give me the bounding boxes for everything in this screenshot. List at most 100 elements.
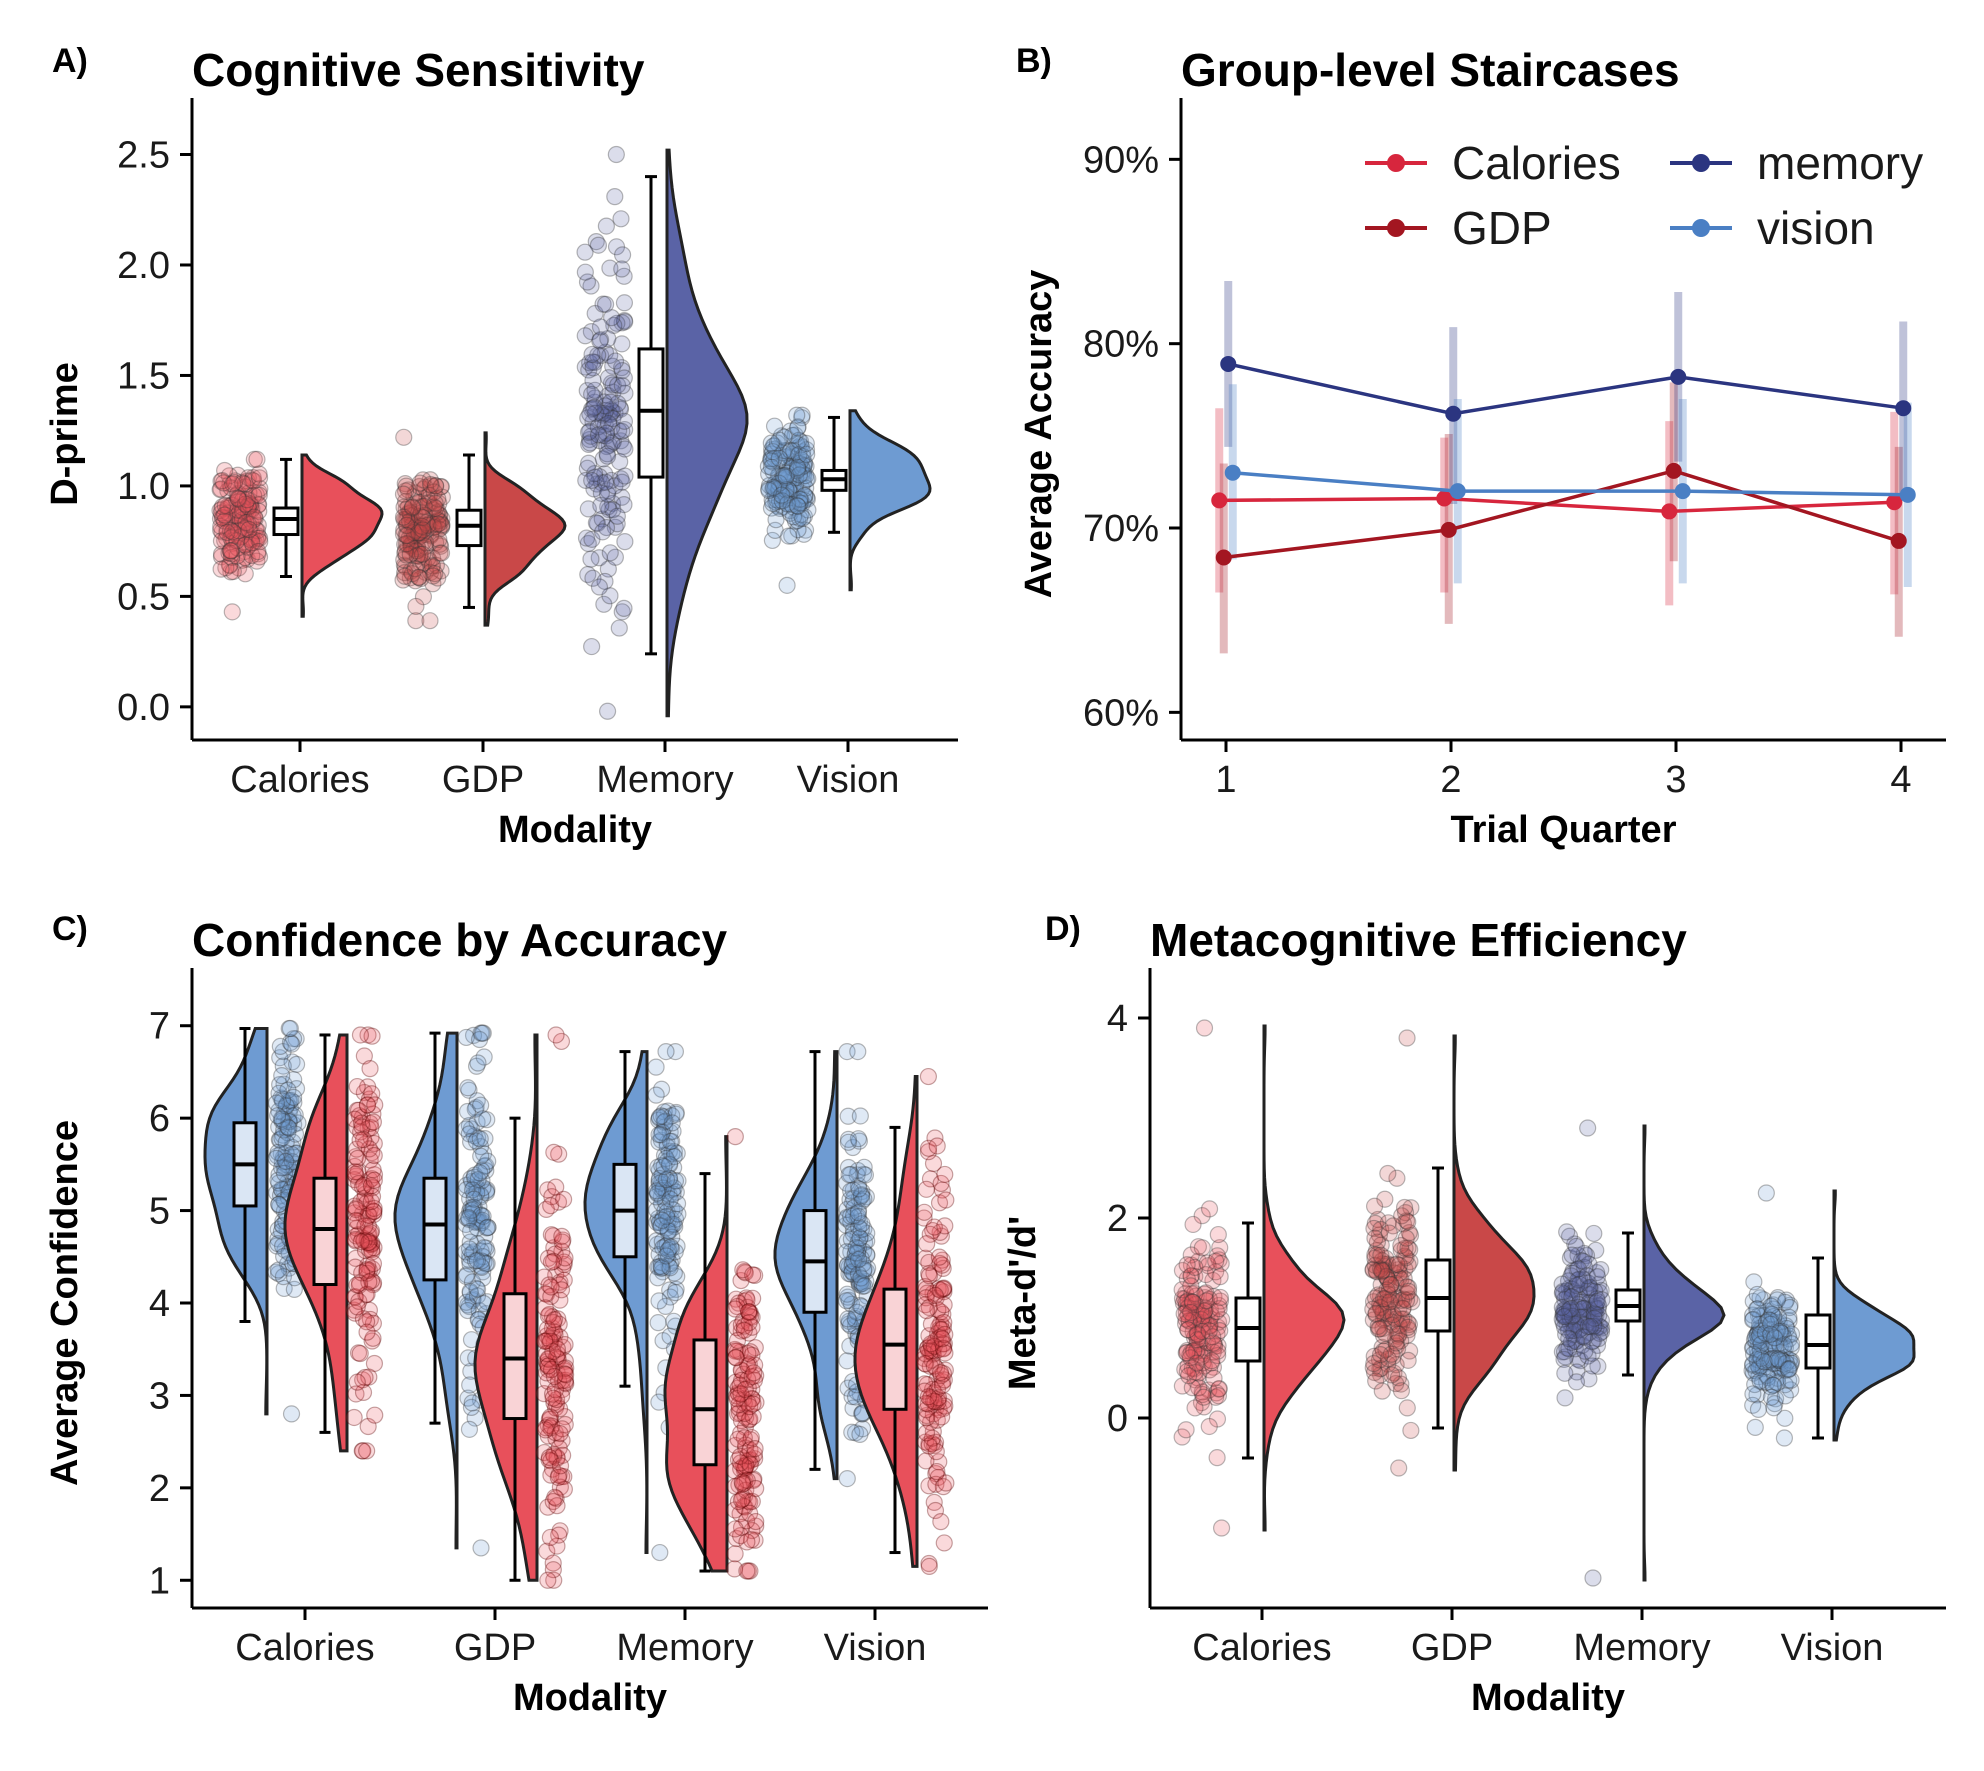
y-tick-label: 90%: [1083, 139, 1159, 181]
data-point: [599, 414, 618, 433]
data-point: [601, 587, 619, 605]
data-point: [245, 533, 263, 552]
data-point: [233, 551, 251, 569]
data-point-incorrect: [365, 1202, 383, 1221]
data-point: [403, 498, 422, 516]
data-point: [781, 504, 799, 522]
data-point: [240, 520, 258, 539]
data-point-incorrect: [345, 1301, 363, 1319]
data-point: [398, 527, 416, 545]
data-point: [787, 484, 806, 502]
data-point: [771, 480, 789, 498]
data-point-incorrect: [347, 1167, 365, 1185]
data-point: [412, 516, 430, 535]
data-point: [228, 486, 246, 504]
data-point: [248, 522, 266, 540]
series-line: [1227, 362, 1904, 416]
data-point-incorrect: [918, 1235, 936, 1253]
data-point-correct: [277, 1097, 295, 1115]
data-point-correct: [272, 1110, 290, 1128]
data-point-incorrect: [358, 1264, 376, 1282]
iqr-box: [1804, 1313, 1832, 1370]
data-point: [215, 474, 233, 492]
data-point: [586, 465, 604, 483]
data-point-incorrect: [359, 1256, 377, 1275]
data-point-correct: [280, 1104, 298, 1122]
data-point: [1583, 1333, 1601, 1351]
data-point-incorrect: [937, 1191, 955, 1209]
data-point: [604, 501, 622, 519]
data-point-incorrect: [359, 1026, 377, 1044]
data-point: [242, 501, 260, 519]
data-point: [411, 507, 429, 525]
data-point: [413, 508, 432, 527]
data-point: [1207, 1252, 1225, 1270]
data-point: [421, 494, 439, 513]
data-point-correct: [271, 1049, 289, 1067]
data-point-correct: [849, 1204, 867, 1222]
data-point: [795, 467, 813, 485]
data-point: [417, 514, 436, 532]
data-point-correct: [269, 1107, 287, 1125]
data-point-incorrect: [364, 1314, 382, 1333]
data-point-correct: [274, 1042, 292, 1061]
data-point-incorrect: [542, 1253, 561, 1271]
data-point: [606, 518, 624, 536]
data-point-incorrect: [358, 1194, 376, 1212]
data-point: [1782, 1335, 1801, 1353]
data-point-incorrect: [355, 1047, 373, 1065]
data-point: [411, 474, 429, 492]
data-point: [395, 556, 414, 574]
data-point-incorrect: [355, 1083, 373, 1102]
data-point-incorrect: [365, 1199, 383, 1217]
data-point: [397, 546, 415, 564]
data-point: [223, 528, 241, 547]
data-point: [784, 459, 802, 477]
data-point: [789, 438, 807, 457]
data-point-incorrect: [352, 1123, 370, 1141]
data-point-incorrect: [930, 1248, 949, 1266]
data-point: [232, 527, 251, 545]
density-vision: [1832, 1189, 1916, 1442]
data-point-incorrect: [741, 1455, 759, 1473]
data-point: [414, 588, 433, 606]
data-point: [233, 473, 251, 491]
data-point: [420, 486, 438, 504]
data-point: [422, 525, 440, 544]
density-calories: [1262, 1024, 1346, 1532]
data-point: [221, 475, 239, 493]
data-point: [222, 496, 240, 514]
data-point: [403, 565, 421, 583]
data-point: [576, 263, 594, 281]
data-point: [776, 478, 795, 497]
data-point: [608, 515, 626, 533]
data-point: [615, 495, 633, 514]
data-point: [579, 423, 598, 441]
data-point: [789, 497, 807, 515]
data-point-correct: [471, 1164, 489, 1182]
boxplot-calories: [272, 457, 300, 579]
data-point: [249, 543, 267, 561]
data-point: [216, 506, 234, 524]
data-point-correct: [287, 1080, 306, 1098]
data-point-correct: [270, 1174, 288, 1192]
data-point: [236, 542, 254, 561]
density-gdp: [483, 431, 567, 627]
data-point: [788, 462, 806, 480]
data-point: [225, 525, 244, 543]
data-point: [244, 508, 262, 526]
data-point-correct: [473, 1024, 491, 1042]
y-tick-label: 1: [149, 1560, 170, 1602]
data-point: [218, 509, 236, 527]
data-point: [614, 437, 632, 455]
data-point-correct: [655, 1157, 673, 1176]
data-point-correct: [275, 1113, 293, 1131]
data-point: [590, 431, 608, 450]
data-point-correct: [851, 1425, 869, 1443]
data-point: [610, 422, 628, 440]
data-point: [798, 490, 816, 508]
data-point: [239, 515, 258, 533]
data-point: [410, 568, 428, 587]
data-point: [411, 524, 429, 542]
data-point-incorrect: [354, 1371, 372, 1389]
